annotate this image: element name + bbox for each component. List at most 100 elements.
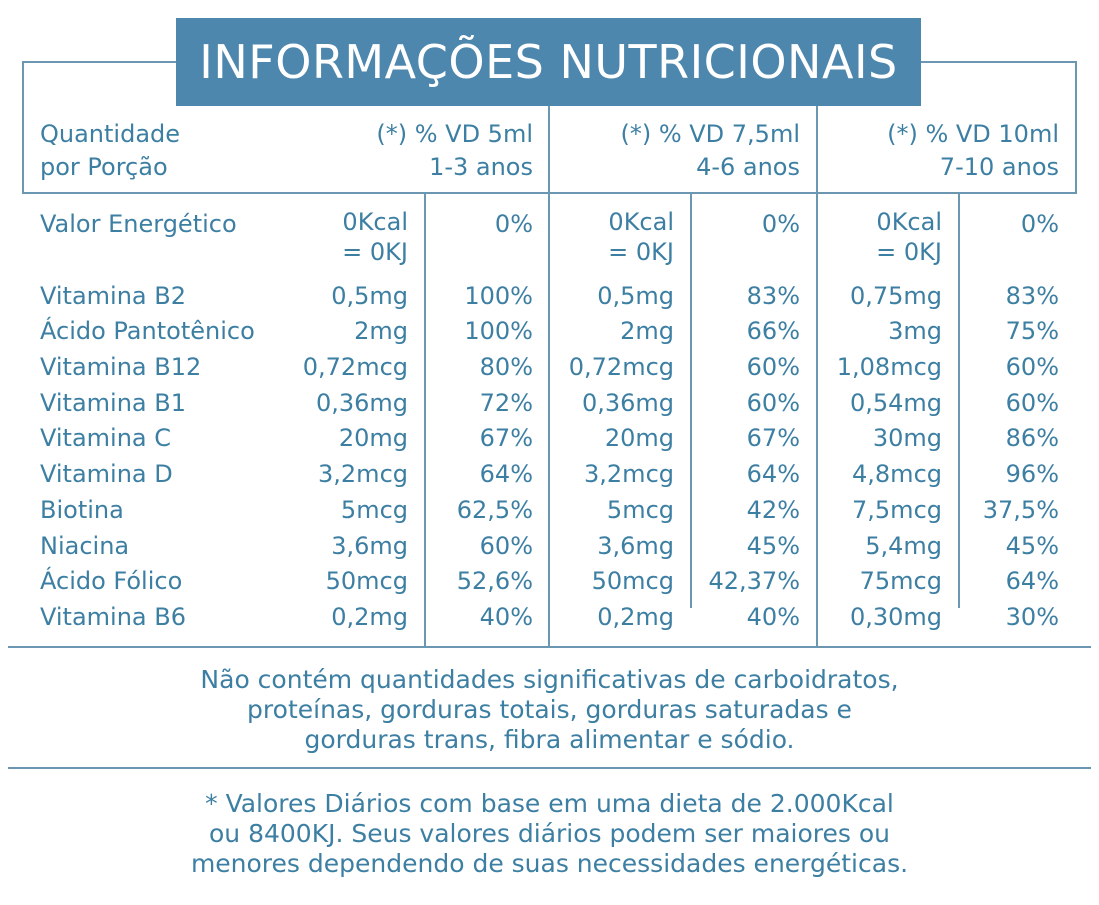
vd-1: 64% <box>479 460 533 488</box>
nutrient-name: Ácido Fólico <box>40 567 183 595</box>
nutrient-name: Biotina <box>40 496 124 524</box>
vd-3: 30% <box>1005 603 1059 631</box>
energy-amount-3-line1: 0Kcal <box>876 208 942 236</box>
group-header-1-line2: 1-3 anos <box>429 153 533 181</box>
nutrient-note: Não contém quantidades significativas de… <box>0 665 1099 755</box>
amount-2: 0,2mg <box>597 603 674 631</box>
vd-1: 52,6% <box>456 567 533 595</box>
table-row: Vitamina B1 0,36mg 72% 0,36mg 60% 0,54mg… <box>0 386 1099 422</box>
nutrient-name: Vitamina B12 <box>40 353 202 381</box>
vd-2: 64% <box>746 460 800 488</box>
group-header-2-line2: 4-6 anos <box>696 153 800 181</box>
nutrient-note-line3: gorduras trans, fibra alimentar e sódio. <box>304 725 795 754</box>
footnote-line3: menores dependendo de suas necessidades … <box>190 849 909 878</box>
vd-3: 60% <box>1005 389 1059 417</box>
vd-2: 40% <box>746 603 800 631</box>
table-row: Ácido Fólico 50mcg 52,6% 50mcg 42,37% 75… <box>0 564 1099 600</box>
vd-3: 45% <box>1005 532 1059 560</box>
note-divider-rule <box>8 767 1091 769</box>
footnote-line1: * Valores Diários com base em uma dieta … <box>205 789 894 818</box>
nutrient-note-line1: Não contém quantidades significativas de… <box>200 665 899 694</box>
table-row: Vitamina B6 0,2mg 40% 0,2mg 40% 0,30mg 3… <box>0 600 1099 636</box>
nutrient-name: Vitamina B1 <box>40 389 187 417</box>
table-row: Vitamina C 20mg 67% 20mg 67% 30mg 86% <box>0 421 1099 457</box>
amount-1: 3,2mcg <box>318 460 408 488</box>
energy-amount-3: 0Kcal = 0KJ <box>876 207 942 267</box>
vd-2: 42% <box>746 496 800 524</box>
amount-1: 0,5mg <box>331 282 408 310</box>
vd-1: 67% <box>479 424 533 452</box>
quantity-label-line1: Quantidade <box>40 120 181 148</box>
daily-values-footnote: * Valores Diários com base em uma dieta … <box>0 789 1099 879</box>
vd-2: 83% <box>746 282 800 310</box>
group-header-2-line1: (*) % VD 7,5ml <box>620 120 800 148</box>
amount-1: 2mg <box>354 317 408 345</box>
vd-1: 62,5% <box>456 496 533 524</box>
amount-1: 5mcg <box>340 496 408 524</box>
energy-amount-3-line2: = 0KJ <box>876 238 942 266</box>
vd-2: 60% <box>746 389 800 417</box>
nutrient-name: Vitamina B6 <box>40 603 187 631</box>
header-box-top-right <box>921 61 1077 63</box>
energy-amount-2-line2: = 0KJ <box>608 238 674 266</box>
energy-name: Valor Energético <box>40 210 237 238</box>
amount-2: 0,5mg <box>597 282 674 310</box>
table-row: Vitamina B12 0,72mcg 80% 0,72mcg 60% 1,0… <box>0 350 1099 386</box>
amount-2: 5mcg <box>606 496 674 524</box>
amount-3: 0,75mg <box>849 282 942 310</box>
table-row: Vitamina D 3,2mcg 64% 3,2mcg 64% 4,8mcg … <box>0 457 1099 493</box>
nutrient-name: Vitamina C <box>40 424 172 452</box>
energy-row: Valor Energético 0Kcal = 0KJ 0% 0Kcal = … <box>0 207 1099 271</box>
amount-1: 0,72mcg <box>302 353 408 381</box>
amount-3: 5,4mg <box>865 532 942 560</box>
vd-2: 42,37% <box>708 567 800 595</box>
title-banner: INFORMAÇÕES NUTRICIONAIS <box>176 18 921 106</box>
table-bottom-rule <box>8 646 1091 648</box>
amount-1: 0,2mg <box>331 603 408 631</box>
energy-amount-1: 0Kcal = 0KJ <box>342 207 408 267</box>
energy-amount-2-line1: 0Kcal <box>608 208 674 236</box>
amount-1: 20mg <box>338 424 408 452</box>
energy-vd-3: 0% <box>1020 210 1059 238</box>
energy-amount-2: 0Kcal = 0KJ <box>608 207 674 267</box>
amount-2: 50mcg <box>591 567 674 595</box>
group-header-2: (*) % VD 7,5ml 4-6 anos <box>620 118 800 184</box>
vd-1: 80% <box>479 353 533 381</box>
vd-1: 40% <box>479 603 533 631</box>
quantity-label-line2: por Porção <box>40 153 168 181</box>
group-header-3-line2: 7-10 anos <box>939 153 1059 181</box>
table-row: Biotina 5mcg 62,5% 5mcg 42% 7,5mcg 37,5% <box>0 493 1099 529</box>
header-box-left <box>22 61 24 194</box>
nutrient-name: Vitamina B2 <box>40 282 187 310</box>
amount-2: 0,36mg <box>581 389 674 417</box>
vd-2: 60% <box>746 353 800 381</box>
col-divider-1 <box>424 194 426 646</box>
vd-3: 37,5% <box>982 496 1059 524</box>
page-title: INFORMAÇÕES NUTRICIONAIS <box>199 35 898 89</box>
energy-vd-2: 0% <box>761 210 800 238</box>
group-divider-1 <box>548 106 550 646</box>
col-divider-3 <box>958 194 960 608</box>
amount-1: 50mcg <box>325 567 408 595</box>
vd-3: 86% <box>1005 424 1059 452</box>
footnote-line2: ou 8400KJ. Seus valores diários podem se… <box>209 819 890 848</box>
table-row: Ácido Pantotênico 2mg 100% 2mg 66% 3mg 7… <box>0 314 1099 350</box>
vd-1: 100% <box>464 282 533 310</box>
table-row: Niacina 3,6mg 60% 3,6mg 45% 5,4mg 45% <box>0 529 1099 565</box>
header-box-top-left <box>22 61 176 63</box>
amount-3: 0,30mg <box>849 603 942 631</box>
vd-1: 100% <box>464 317 533 345</box>
vd-1: 60% <box>479 532 533 560</box>
amount-2: 3,2mcg <box>584 460 674 488</box>
amount-3: 7,5mcg <box>852 496 942 524</box>
energy-amount-1-line2: = 0KJ <box>342 238 408 266</box>
amount-3: 1,08mcg <box>836 353 942 381</box>
header-box-right <box>1075 61 1077 194</box>
energy-amount-1-line1: 0Kcal <box>342 208 408 236</box>
vd-2: 66% <box>746 317 800 345</box>
vd-2: 67% <box>746 424 800 452</box>
amount-2: 2mg <box>620 317 674 345</box>
table-row: Vitamina B2 0,5mg 100% 0,5mg 83% 0,75mg … <box>0 279 1099 315</box>
vd-2: 45% <box>746 532 800 560</box>
amount-3: 75mcg <box>859 567 942 595</box>
